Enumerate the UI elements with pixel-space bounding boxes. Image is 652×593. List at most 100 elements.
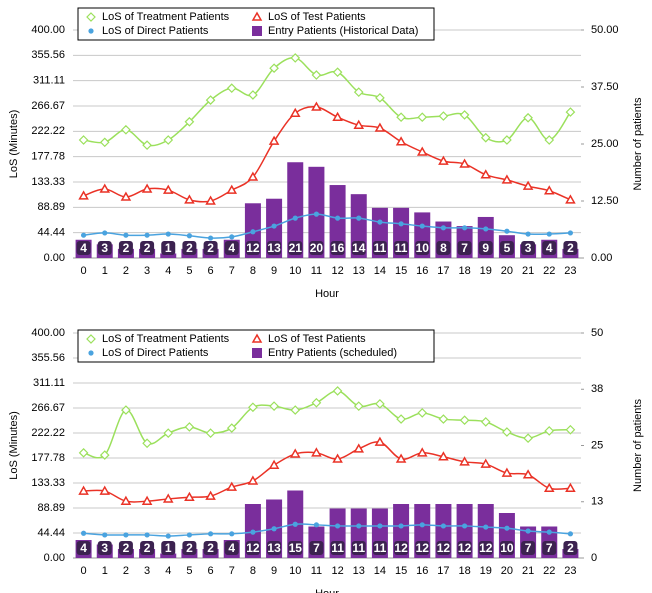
bar-label-bg: [118, 241, 133, 255]
marker: [289, 448, 301, 458]
marker: [353, 119, 365, 129]
marker: [459, 158, 470, 168]
bar-label: 15: [289, 541, 303, 555]
marker: [353, 401, 364, 411]
y-axis-title: LoS (Minutes): [8, 110, 20, 178]
marker: [438, 111, 449, 121]
y-tick-label: 133.33: [31, 477, 65, 489]
x-tick-label: 5: [186, 265, 192, 277]
bar-label: 7: [525, 541, 532, 555]
bar-label: 4: [80, 241, 87, 255]
x-tick-label: 21: [522, 265, 534, 277]
x-tick-label: 13: [353, 265, 365, 277]
marker: [88, 350, 94, 356]
marker: [229, 531, 235, 537]
marker: [184, 194, 195, 204]
bar-label-bg: [140, 541, 155, 555]
bar-label-bg: [415, 241, 430, 255]
marker: [375, 92, 385, 103]
marker: [78, 447, 89, 458]
marker: [543, 482, 555, 492]
marker: [86, 334, 96, 344]
bar: [160, 553, 177, 558]
bar-label: 3: [101, 241, 108, 255]
marker: [504, 525, 510, 531]
x-tick-label: 3: [144, 565, 150, 577]
y-axis-title: LoS (Minutes): [8, 411, 20, 479]
marker: [269, 401, 279, 411]
bar-label-bg: [245, 541, 260, 555]
marker: [313, 211, 320, 217]
bar-label-bg: [309, 541, 324, 555]
marker: [459, 415, 470, 426]
bar-label: 2: [567, 541, 574, 555]
marker: [567, 230, 574, 236]
x-tick-label: 6: [208, 265, 214, 277]
bar-label: 2: [186, 541, 193, 555]
bar-label: 21: [289, 241, 303, 255]
bar-label-bg: [288, 241, 303, 255]
bar-label: 11: [395, 241, 408, 255]
marker: [205, 195, 216, 205]
marker: [567, 531, 574, 537]
marker: [226, 83, 237, 93]
marker: [99, 183, 111, 193]
marker: [313, 522, 320, 528]
marker: [290, 405, 301, 415]
x-tick-label: 15: [395, 565, 407, 577]
bar-label-bg: [436, 541, 451, 555]
marker: [353, 87, 364, 97]
marker: [544, 426, 555, 436]
bar-label: 4: [80, 541, 87, 555]
y2-axis-title: Number of patients: [632, 97, 644, 190]
x-tick-label: 16: [416, 265, 428, 277]
x-tick-label: 20: [501, 265, 513, 277]
y2-axis-title: Number of patients: [632, 399, 644, 492]
bar-label: 12: [479, 541, 493, 555]
legend-label: LoS of Direct Patients: [102, 347, 209, 359]
line: [83, 441, 571, 503]
bar-label: 3: [525, 241, 532, 255]
bar-label: 2: [123, 541, 130, 555]
x-axis-title: Hour: [315, 288, 339, 300]
y-tick-label: 400.00: [31, 327, 65, 339]
bar-label-bg: [140, 241, 155, 255]
marker: [332, 67, 343, 78]
marker: [80, 232, 87, 238]
bar-label: 3: [101, 541, 108, 555]
marker: [289, 107, 301, 117]
marker: [123, 532, 129, 538]
legend-label: LoS of Treatment Patients: [102, 333, 230, 345]
bar-label: 7: [313, 541, 320, 555]
legend-label: LoS of Test Patients: [268, 333, 366, 345]
marker: [398, 523, 404, 529]
y-tick-label: 133.33: [31, 176, 65, 188]
marker: [78, 135, 89, 145]
x-tick-label: 17: [437, 565, 449, 577]
x-tick-label: 0: [81, 565, 87, 577]
x-tick-label: 20: [501, 565, 513, 577]
marker: [522, 469, 534, 479]
x-tick-label: 4: [165, 265, 171, 277]
x-tick-label: 8: [250, 565, 256, 577]
bar-label: 12: [394, 541, 408, 555]
y-tick-label: 44.44: [37, 227, 65, 239]
x-tick-label: 3: [144, 265, 150, 277]
marker: [483, 524, 489, 530]
y2-tick-label: 25: [591, 439, 603, 451]
marker: [248, 402, 258, 413]
marker: [543, 185, 555, 195]
y-tick-label: 266.67: [31, 402, 65, 414]
x-tick-label: 19: [480, 265, 492, 277]
marker: [438, 451, 449, 461]
marker: [207, 531, 214, 537]
line: [83, 523, 571, 537]
marker: [419, 522, 425, 528]
bar-label: 9: [482, 241, 489, 255]
marker: [86, 12, 96, 22]
marker: [226, 423, 237, 433]
legend-swatch: [252, 26, 262, 36]
x-tick-label: 22: [543, 265, 555, 277]
